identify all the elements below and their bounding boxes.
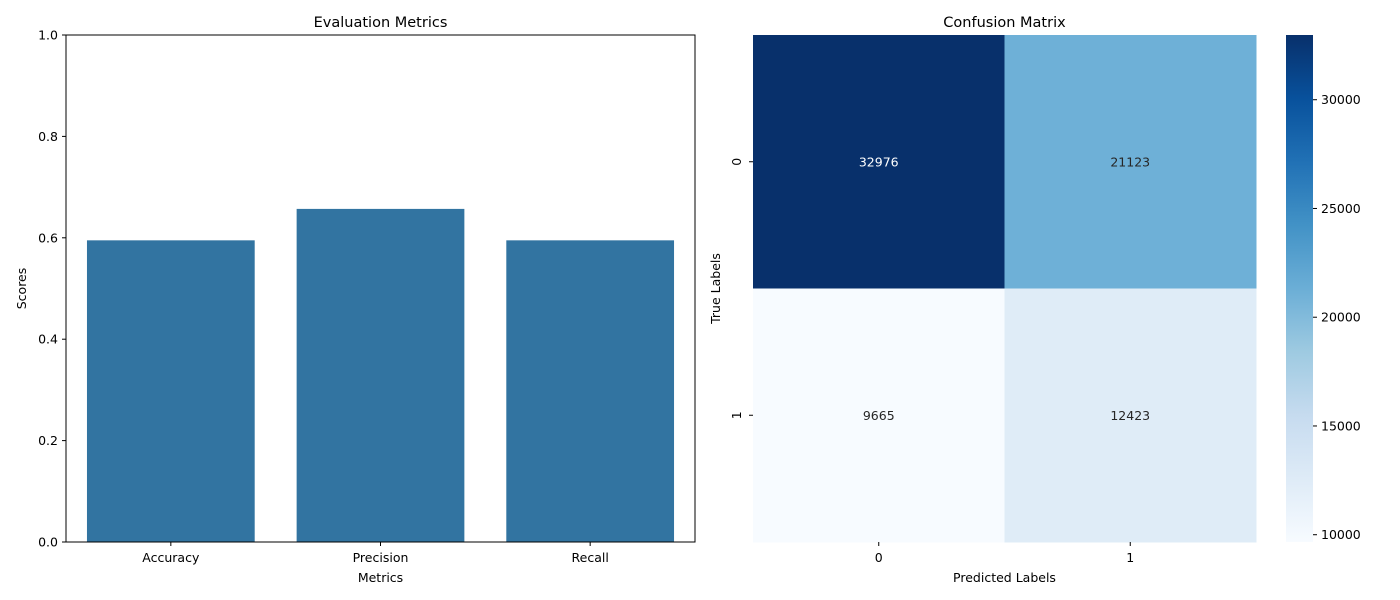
heatmap-ylabel: True Labels <box>708 253 723 325</box>
x-tick-label: 0 <box>875 550 883 565</box>
heatmap-annotations: 32976 21123 9665 12423 <box>859 154 1150 423</box>
x-tick-label: 1 <box>1126 550 1134 565</box>
bar-chart-ylabel: Scores <box>14 268 29 310</box>
y-tick-label: 0.4 <box>38 332 58 347</box>
heatmap-cell-label: 32976 <box>859 154 899 169</box>
y-tick-label: 0.0 <box>38 535 58 550</box>
heatmap-cell-0-1 <box>1004 35 1257 289</box>
bar-chart-y-axis: 0.0 0.2 0.4 0.6 0.8 1.0 <box>38 28 66 550</box>
heatmap-cell-1-1 <box>1004 288 1257 543</box>
bar-precision <box>296 208 465 542</box>
colorbar-tick-label: 25000 <box>1321 201 1361 216</box>
y-tick-label: 0.2 <box>38 433 58 448</box>
colorbar-tick-label: 15000 <box>1321 418 1361 433</box>
bar-chart-bars <box>86 208 675 542</box>
colorbar-axis: 10000 15000 20000 25000 30000 <box>1313 92 1361 542</box>
x-tick-label: Recall <box>572 550 609 565</box>
y-tick-label: 1 <box>729 411 744 419</box>
y-tick-label: 0.8 <box>38 129 58 144</box>
y-tick-label: 0.6 <box>38 230 58 245</box>
bar-chart-title: Evaluation Metrics <box>314 15 448 31</box>
bar-chart-xlabel: Metrics <box>358 570 403 585</box>
heatmap-cell-0-0 <box>753 35 1005 289</box>
colorbar-tick-label: 30000 <box>1321 92 1361 107</box>
x-tick-label: Precision <box>353 550 409 565</box>
heatmap-cell-label: 12423 <box>1110 408 1150 423</box>
bar-accuracy <box>86 240 255 542</box>
heatmap-cell-label: 9665 <box>863 408 895 423</box>
heatmap-y-axis: 01 <box>729 158 753 419</box>
heatmap-xlabel: Predicted Labels <box>953 570 1056 585</box>
bar-recall <box>506 240 675 542</box>
colorbar-tick-label: 20000 <box>1321 310 1361 325</box>
heatmap-title: Confusion Matrix <box>943 15 1066 31</box>
heatmap-cells <box>753 35 1257 543</box>
bar-chart: Evaluation Metrics 0.0 0.2 0.4 0.6 0.8 1.0 Ac… <box>14 15 696 585</box>
colorbar <box>1286 35 1313 542</box>
x-tick-label: Accuracy <box>142 550 200 565</box>
y-tick-label: 0 <box>729 158 744 166</box>
y-tick-label: 1.0 <box>38 28 58 43</box>
heatmap-cell-label: 21123 <box>1110 154 1150 169</box>
heatmap-cell-1-0 <box>753 288 1005 543</box>
colorbar-tick-label: 10000 <box>1321 527 1361 542</box>
bar-chart-x-axis: Accuracy Precision Recall <box>142 542 609 565</box>
